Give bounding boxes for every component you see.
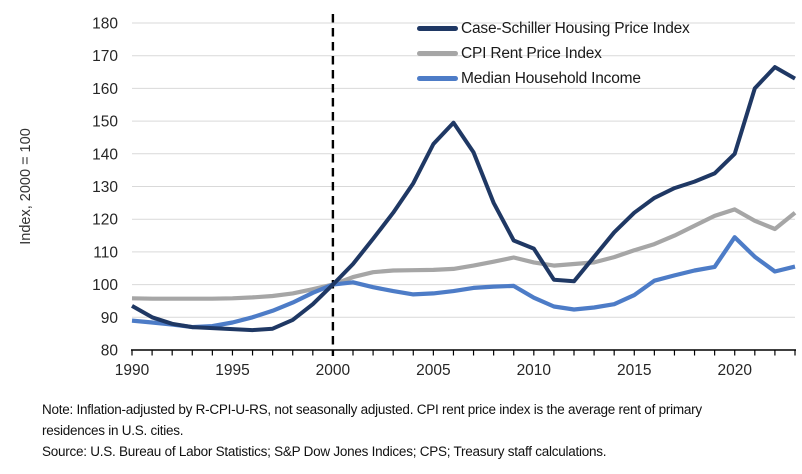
- y-axis-tick-label: 140: [92, 146, 118, 163]
- y-axis-tick-label: 90: [101, 310, 119, 327]
- x-axis-tick-label: 1995: [215, 362, 249, 379]
- source-text: Source: U.S. Bureau of Labor Statistics;…: [42, 444, 607, 459]
- series-line-3: [131, 235, 796, 330]
- y-axis-tick-label: 130: [92, 179, 118, 196]
- chart-footnotes: Note: Inflation-adjusted by R-CPI-U-RS, …: [42, 399, 752, 462]
- price-index-line-chart: 180 170 160 150 140 130 120 110 100 90 80 1990 1995 2…: [18, 14, 797, 379]
- y-axis-tick-label: 120: [92, 212, 118, 229]
- x-axis-tick-label: 2000: [316, 362, 351, 379]
- legend-item-1: Case-Schiller Housing Price Index: [417, 16, 690, 41]
- x-axis-tick-label: 2010: [517, 362, 552, 379]
- legend-line-swatch-icon: [417, 51, 458, 56]
- x-axis-tick-label: 2020: [717, 362, 752, 379]
- y-axis-tick-label: 110: [93, 244, 118, 261]
- y-axis-tick-label: 80: [101, 343, 119, 360]
- y-axis-tick-label: 170: [92, 48, 118, 65]
- x-axis-tick-label: 2005: [416, 362, 450, 379]
- x-axis-tick-label: 2015: [617, 362, 651, 379]
- x-axis-tick-label: 1990: [115, 362, 150, 379]
- note-text: Note: Inflation-adjusted by R-CPI-U-RS, …: [42, 402, 702, 438]
- y-axis-tick-label: 100: [92, 277, 118, 294]
- legend-label: CPI Rent Price Index: [461, 44, 602, 62]
- series-line-2: [131, 207, 797, 301]
- y-axis-tick-label: 180: [92, 16, 118, 33]
- legend-item-3: Median Household Income: [417, 66, 690, 91]
- y-axis-title: Index, 2000 = 100: [18, 128, 34, 245]
- legend-line-swatch-icon: [417, 26, 458, 31]
- y-axis-tick-label: 150: [92, 114, 118, 131]
- chart-legend: Case-Schiller Housing Price Index CPI Ren…: [417, 16, 690, 91]
- legend-line-swatch-icon: [417, 76, 458, 81]
- series-line-1: [131, 65, 796, 333]
- y-axis-tick-label: 160: [92, 81, 118, 98]
- legend-label: Case-Schiller Housing Price Index: [461, 19, 690, 37]
- legend-label: Median Household Income: [461, 69, 641, 87]
- legend-item-2: CPI Rent Price Index: [417, 41, 690, 66]
